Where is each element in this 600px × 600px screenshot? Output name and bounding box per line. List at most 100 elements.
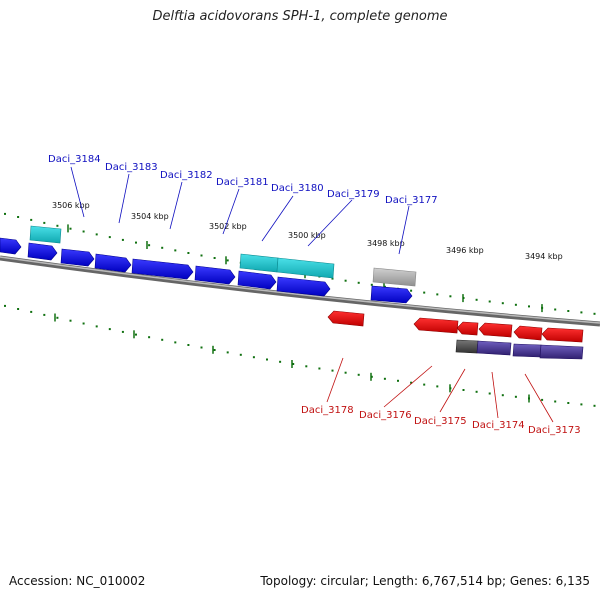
ruler-dot	[357, 281, 360, 284]
gene-feature[interactable]	[94, 253, 132, 273]
ruler-dot	[383, 285, 386, 288]
gene-feature[interactable]	[476, 340, 512, 356]
gene-feature[interactable]	[194, 265, 236, 285]
ruler-dot	[135, 241, 137, 244]
ruler-dot	[213, 349, 216, 351]
kbp-label: 3502 kbp	[209, 222, 247, 231]
ruler-dot	[357, 373, 360, 376]
reverse-strand-genes	[327, 310, 584, 343]
bottom-gene-labels: Daci_3178 Daci_3176 Daci_3175 Daci_3174 …	[301, 357, 581, 436]
gene-feature[interactable]	[455, 339, 479, 354]
gene-feature[interactable]	[0, 237, 22, 255]
genome-backbone	[0, 255, 600, 327]
gene-feature[interactable]	[478, 322, 513, 338]
ruler-dot	[148, 336, 151, 339]
ruler-dot	[449, 295, 452, 298]
ruler-dot	[501, 394, 504, 397]
ruler-dot	[305, 365, 308, 368]
ruler-dot	[135, 333, 137, 336]
ruler-dot	[226, 351, 229, 354]
ruler-dot	[161, 338, 164, 341]
ruler-dot	[108, 236, 111, 239]
gene-feature[interactable]	[276, 257, 335, 279]
ruler-dot	[344, 279, 347, 282]
ruler-dot	[370, 283, 373, 286]
ruler-dot	[69, 319, 72, 322]
ruler-dot	[593, 312, 596, 315]
ruler-dot	[554, 308, 557, 311]
gene-label: Daci_3179	[327, 189, 380, 200]
gene-feature[interactable]	[370, 285, 413, 304]
gene-label: Daci_3174	[472, 420, 525, 431]
ruler-dot	[514, 303, 517, 306]
accession-text: Accession: NC_010002	[9, 574, 146, 588]
ruler-dot	[82, 322, 85, 325]
ruler-dot	[397, 379, 399, 382]
ruler-dot	[213, 257, 216, 259]
ruler-dot	[488, 392, 491, 395]
ruler-dot	[383, 377, 386, 380]
top-rna-row	[29, 225, 417, 287]
kbp-labels: 3506 kbp 3504 kbp 3502 kbp 3500 kbp 3498…	[52, 201, 563, 261]
ruler-dot	[17, 216, 20, 218]
ruler-dot	[580, 311, 583, 314]
gene-feature[interactable]	[539, 344, 584, 360]
gene-label: Daci_3180	[271, 183, 324, 194]
ruler-dot	[239, 353, 242, 356]
gene-feature[interactable]	[541, 327, 584, 343]
ruler-dot	[56, 224, 59, 227]
ruler-dot	[593, 404, 596, 407]
genome-title: Delftia acidovorans SPH-1, complete geno…	[152, 9, 448, 24]
ruler-dot	[475, 298, 478, 301]
gene-feature[interactable]	[413, 317, 459, 334]
ruler-dot	[488, 300, 491, 303]
ruler-dot	[567, 402, 570, 404]
forward-strand-genes	[0, 237, 413, 304]
ruler-dot	[30, 218, 33, 221]
gene-label: Daci_3177	[385, 195, 438, 206]
gene-feature[interactable]	[237, 270, 277, 290]
gene-label: Daci_3176	[359, 410, 412, 421]
ruler-dot	[436, 385, 439, 388]
ruler-dot	[82, 230, 85, 233]
ruler-dot	[528, 305, 530, 308]
kbp-label: 3494 kbp	[525, 252, 563, 261]
ruler-dot	[43, 221, 46, 224]
ruler-dot	[266, 358, 268, 361]
ruler-dot	[331, 277, 334, 280]
ruler-dot	[331, 369, 334, 372]
gene-feature[interactable]	[276, 276, 331, 297]
ruler-dot	[475, 390, 478, 393]
gene-feature[interactable]	[60, 248, 95, 267]
gene-feature[interactable]	[239, 253, 279, 273]
ruler-dot	[121, 330, 124, 333]
ruler-dot	[69, 227, 72, 230]
gene-feature[interactable]	[372, 267, 417, 287]
ruler-dot	[580, 403, 583, 406]
gene-feature[interactable]	[512, 343, 542, 358]
ruler-dot	[4, 304, 6, 307]
gene-label: Daci_3173	[528, 425, 581, 436]
gene-feature[interactable]	[131, 258, 194, 280]
gene-feature[interactable]	[29, 225, 62, 244]
gene-feature[interactable]	[513, 325, 543, 341]
ruler-dot	[423, 291, 426, 294]
ruler-dot	[187, 344, 190, 346]
ruler-dot	[462, 389, 465, 391]
ruler-dot	[370, 375, 373, 378]
gene-label: Daci_3184	[48, 154, 101, 165]
gene-feature[interactable]	[27, 242, 58, 261]
ruler-dot	[95, 233, 98, 236]
ruler-dot	[30, 310, 33, 313]
gene-feature[interactable]	[456, 321, 479, 336]
ruler-dot	[567, 310, 570, 312]
ruler-dot	[226, 259, 229, 262]
gene-feature[interactable]	[327, 310, 365, 327]
ruler-dot	[554, 400, 557, 403]
top-gene-labels: Daci_3184 Daci_3183 Daci_3182 Daci_3181 …	[48, 154, 438, 255]
gene-label: Daci_3182	[160, 170, 213, 181]
ruler-dot	[423, 383, 426, 386]
ruler-dot	[17, 308, 20, 310]
gene-label: Daci_3181	[216, 177, 269, 188]
